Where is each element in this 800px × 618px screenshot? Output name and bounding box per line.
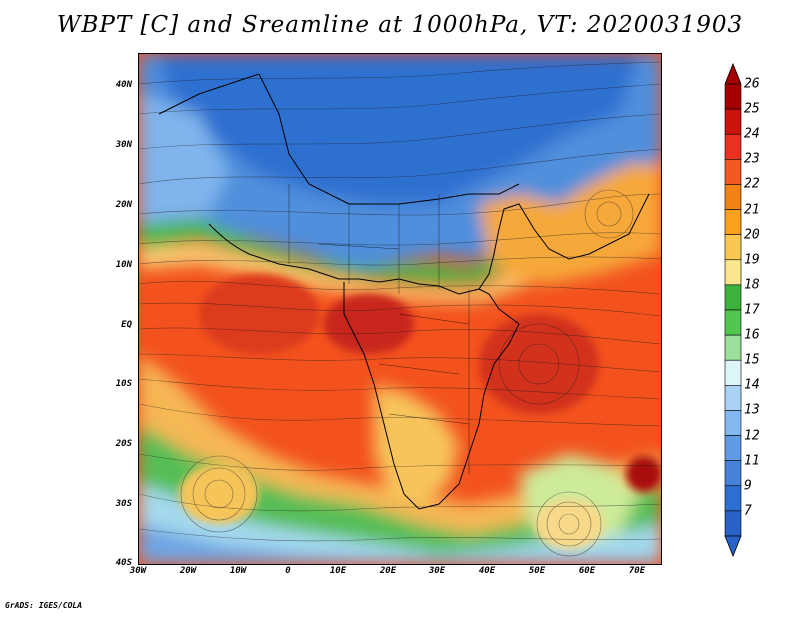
colorbar-swatch: [724, 309, 742, 336]
colorbar-swatch: [724, 159, 742, 185]
colorbar-tick-label: 16: [744, 327, 760, 343]
colorbar-swatch: [724, 284, 742, 311]
map-panel: [138, 53, 662, 565]
lat-label-eq: EQ: [121, 320, 132, 330]
lon-label-0: 0: [285, 566, 291, 576]
chart-title: WBPT [C] and Sreamline at 1000hPa, VT: 2…: [56, 12, 744, 38]
colorbar-tick-label: 14: [744, 377, 760, 393]
colorbar-swatch: [724, 259, 742, 286]
lat-label-10s: 10S: [115, 379, 132, 389]
lon-label-20e: 20E: [379, 566, 397, 576]
lat-label-30s: 30S: [115, 499, 132, 509]
lon-label-60e: 60E: [578, 566, 596, 576]
lat-label-30n: 30N: [115, 140, 132, 150]
lon-label-70e: 70E: [628, 566, 646, 576]
colorbar-tick-label: 20: [744, 227, 760, 243]
colorbar-tick-label: 17: [744, 302, 760, 318]
colorbar-swatch: [724, 133, 742, 160]
colorbar-swatch: [724, 485, 742, 512]
lon-label-10e: 10E: [329, 566, 347, 576]
lon-label-30w: 30W: [129, 566, 147, 576]
colorbar: [724, 62, 742, 558]
country-borders: [288, 184, 470, 474]
colorbar-tick-label: 19: [744, 252, 760, 268]
colorbar-swatch: [724, 359, 742, 386]
colorbar-tick-label: 22: [744, 176, 760, 192]
colorbar-swatch: [724, 510, 742, 537]
colorbar-tick-label: 23: [744, 151, 760, 167]
colorbar-swatch: [724, 184, 742, 210]
lat-label-40n: 40N: [115, 80, 132, 90]
colorbar-tick-label: 13: [744, 402, 760, 418]
colorbar-tick-label: 21: [744, 202, 760, 218]
lon-label-20w: 20W: [179, 566, 197, 576]
colorbar-tick-label: 12: [744, 428, 760, 444]
colorbar-tick-label: 24: [744, 126, 760, 142]
colorbar-swatch: [724, 435, 742, 461]
coastlines: [158, 73, 650, 510]
lon-label-50e: 50E: [528, 566, 546, 576]
lat-label-20n: 20N: [115, 200, 132, 210]
colorbar-tick-label: 7: [744, 503, 752, 519]
streamlines: [139, 61, 661, 557]
footer-credit: GrADS: IGES/COLA: [5, 601, 83, 610]
colorbar-max-arrow: [724, 62, 742, 85]
colorbar-tick-label: 15: [744, 352, 760, 368]
colorbar-tick-label: 25: [744, 101, 760, 117]
colorbar-swatch: [724, 83, 742, 110]
lat-label-10n: 10N: [115, 260, 132, 270]
colorbar-min-arrow: [724, 535, 742, 558]
lon-label-10w: 10W: [229, 566, 247, 576]
temperature-detail: [179, 274, 661, 549]
lon-label-40e: 40E: [478, 566, 496, 576]
wbpt-field-map: [139, 54, 661, 564]
colorbar-tick-label: 9: [744, 478, 752, 494]
lat-label-20s: 20S: [115, 439, 132, 449]
colorbar-tick-label: 11: [744, 453, 760, 469]
colorbar-swatch: [724, 385, 742, 411]
colorbar-swatch: [724, 410, 742, 436]
colorbar-tick-label: 26: [744, 76, 760, 92]
lat-label-40s: 40S: [115, 558, 132, 568]
colorbar-swatch: [724, 234, 742, 261]
temperature-field: [139, 54, 661, 564]
colorbar-tick-label: 18: [744, 277, 760, 293]
colorbar-swatch: [724, 460, 742, 487]
colorbar-swatch: [724, 334, 742, 361]
lon-label-30e: 30E: [428, 566, 446, 576]
colorbar-swatch: [724, 108, 742, 135]
colorbar-swatch: [724, 209, 742, 235]
